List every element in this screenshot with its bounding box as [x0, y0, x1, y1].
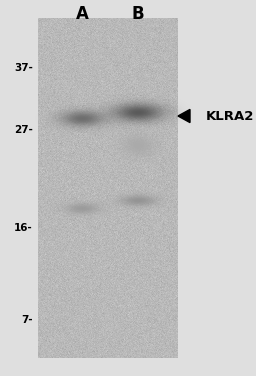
Text: A: A [76, 5, 88, 23]
Text: KLRA2: KLRA2 [206, 109, 254, 123]
Text: B: B [132, 5, 144, 23]
Polygon shape [178, 109, 190, 123]
Text: 16-: 16- [14, 223, 33, 233]
Text: 7-: 7- [21, 315, 33, 325]
Text: 27-: 27- [14, 125, 33, 135]
Text: 37-: 37- [14, 63, 33, 73]
